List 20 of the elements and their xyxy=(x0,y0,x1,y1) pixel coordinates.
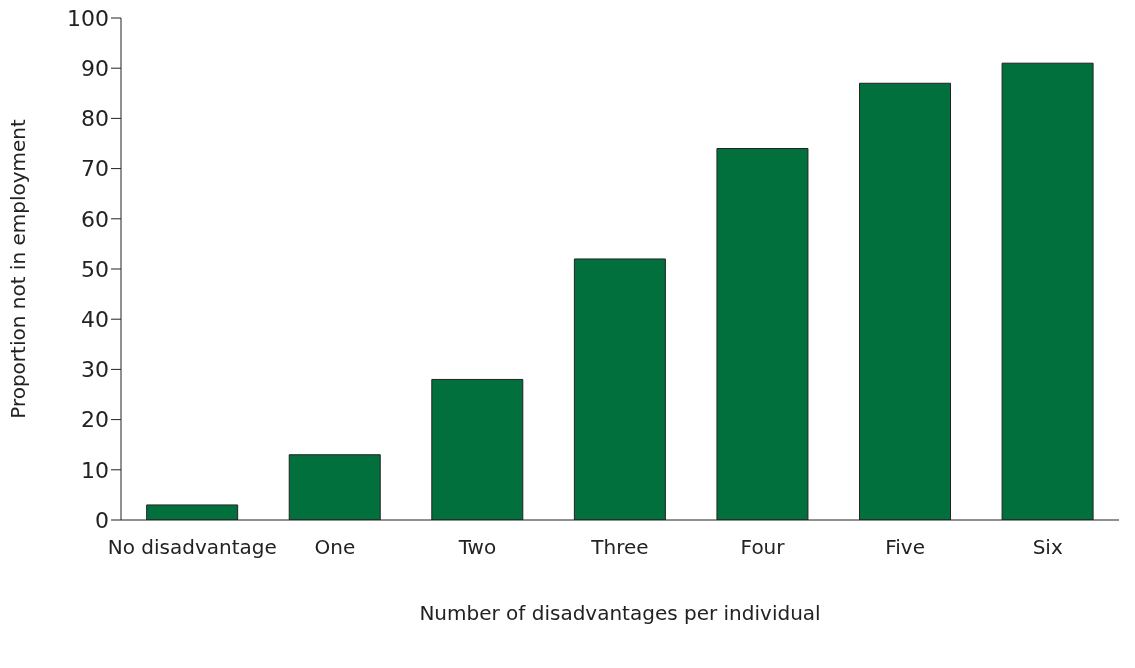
y-tick-label: 10 xyxy=(81,457,109,483)
y-tick-label: 0 xyxy=(95,507,109,533)
x-tick-label: No disadvantage xyxy=(107,535,277,560)
x-tick-label: Four xyxy=(740,535,786,560)
y-tick-label: 20 xyxy=(81,407,109,433)
y-tick-label: 100 xyxy=(67,5,109,31)
y-tick-label: 40 xyxy=(81,307,109,333)
y-axis-title: Proportion not in employment xyxy=(6,119,31,419)
x-axis-title: Number of disadvantages per individual xyxy=(419,601,821,625)
y-tick-label: 80 xyxy=(81,106,109,132)
y-tick-label: 90 xyxy=(81,56,109,82)
x-tick-label: Five xyxy=(885,535,926,560)
x-tick-label: One xyxy=(314,535,356,560)
x-tick-label: Six xyxy=(1032,535,1063,560)
y-tick-label: 50 xyxy=(81,256,109,282)
y-tick-label: 60 xyxy=(81,206,109,232)
x-tick-label: Two xyxy=(457,535,497,560)
y-tick-label: 30 xyxy=(81,357,109,383)
y-tick-label: 70 xyxy=(81,156,109,182)
x-tick-label: Three xyxy=(590,535,649,560)
